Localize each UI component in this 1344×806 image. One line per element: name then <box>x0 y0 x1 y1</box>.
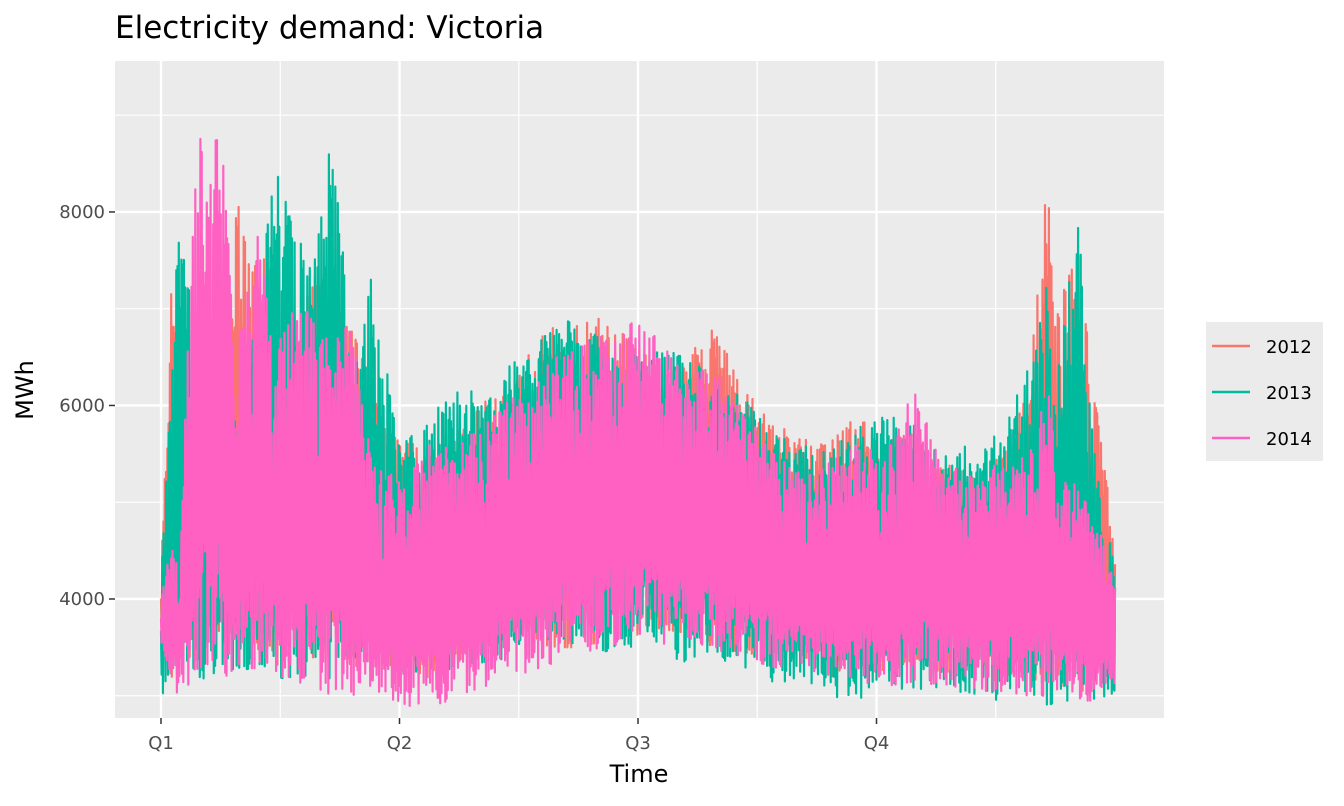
chart-title: Electricity demand: Victoria <box>115 10 544 46</box>
y-tick-label-0: 4000 <box>59 589 105 610</box>
x-tick-label-0: Q1 <box>148 733 174 754</box>
x-tick-label-3: Q4 <box>864 733 890 754</box>
x-tick-label-2: Q3 <box>625 733 651 754</box>
y-axis: 4000 6000 8000 <box>59 202 115 610</box>
x-axis: Q1 Q2 Q3 Q4 <box>148 718 889 754</box>
legend-label-2012: 2012 <box>1266 337 1312 358</box>
x-tick-label-1: Q2 <box>387 733 413 754</box>
legend-label-2014: 2014 <box>1266 429 1312 450</box>
x-axis-title: Time <box>609 760 669 788</box>
y-tick-label-2: 8000 <box>59 202 105 223</box>
legend-label-2013: 2013 <box>1266 383 1312 404</box>
series-line-2014 <box>159 137 1117 707</box>
y-axis-title: MWh <box>11 360 39 420</box>
series-layer <box>159 137 1117 707</box>
y-tick-label-1: 6000 <box>59 395 105 416</box>
legend: 2012 2013 2014 <box>1206 322 1323 461</box>
